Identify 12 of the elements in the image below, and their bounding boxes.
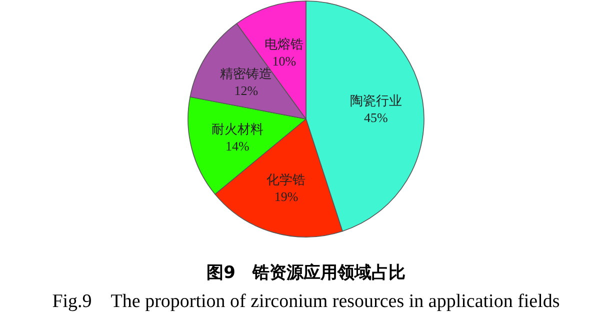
- data-label: 14%: [226, 138, 250, 154]
- data-label: 10%: [272, 54, 296, 69]
- text: 图9 锆资源应用领域占比: [206, 263, 406, 283]
- data-label: 19%: [274, 188, 298, 204]
- slice-label: 陶瓷行业: [350, 92, 402, 108]
- data-label: 45%: [364, 110, 388, 125]
- text: Fig.9 The proportion of zirconium resources in application fields: [52, 291, 560, 312]
- slice-label: 化学锆: [266, 172, 306, 187]
- data-label: 12%: [234, 83, 258, 98]
- slice-label: 电熔锆: [264, 36, 304, 52]
- slice-label: 精密铸造: [220, 66, 272, 82]
- slice-label: 耐火材料: [211, 122, 264, 137]
